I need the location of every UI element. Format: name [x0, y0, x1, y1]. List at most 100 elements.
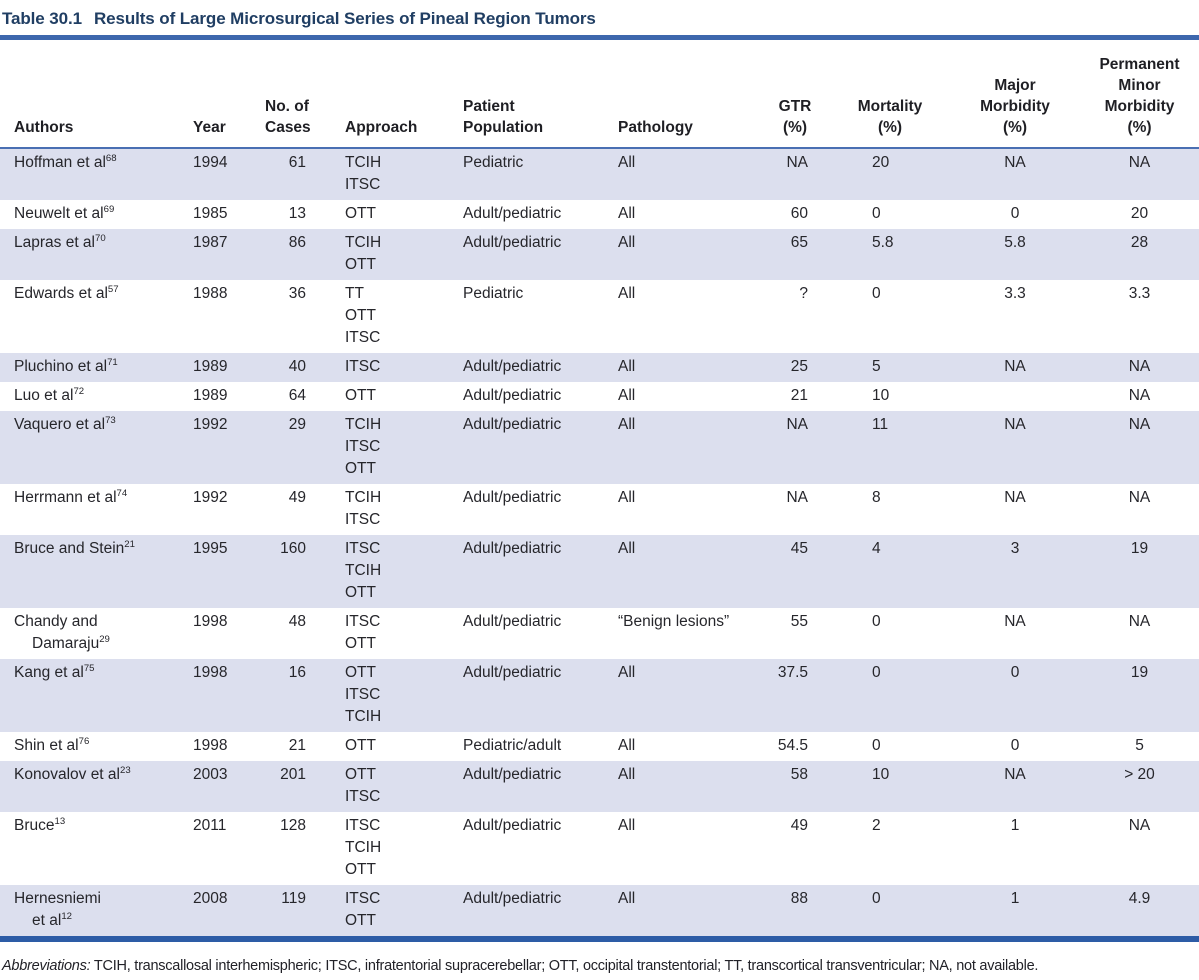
table-row: Vaquero et al73 1992 29 TCIH ITSC OTT Adult/pe… — [0, 411, 1199, 484]
cell-approach: ITSC OTT — [345, 890, 381, 929]
cell-perm-minor-morbidity: NA — [1128, 358, 1151, 375]
cell-cases: 13 — [288, 205, 306, 222]
cell-population: Adult/pediatric — [463, 358, 562, 375]
reference-superscript: 76 — [78, 735, 90, 747]
cell-pathology: All — [618, 234, 636, 251]
cell-mortality: 0 — [872, 664, 881, 681]
cell-pathology: All — [618, 664, 636, 681]
cell-pathology: All — [618, 766, 636, 783]
cell-gtr: 88 — [790, 890, 808, 907]
cell-major-morbidity: 1 — [1010, 817, 1020, 834]
reference-superscript: 12 — [61, 910, 72, 922]
column-header-major-morbidity: Major Morbidity (%) — [950, 40, 1080, 149]
cell-year: 1985 — [193, 205, 228, 222]
cell-population: Adult/pediatric — [463, 766, 562, 783]
cell-perm-minor-morbidity: NA — [1128, 154, 1151, 171]
cell-year: 1994 — [193, 154, 228, 171]
table-row: Bruce13 2011 128 ITSC TCIH OTT Adult/pediatric… — [0, 812, 1199, 885]
cell-authors: Konovalov et al23 — [14, 764, 131, 783]
cell-major-morbidity: 1 — [1010, 890, 1020, 907]
cell-pathology: All — [618, 285, 636, 302]
cell-perm-minor-morbidity: 5 — [1135, 737, 1144, 754]
table-row: Luo et al72 1989 64 OTT Adult/pediatric All 21… — [0, 382, 1199, 411]
cell-mortality: 5 — [872, 358, 881, 375]
cell-mortality: 8 — [872, 489, 881, 506]
cell-population: Adult/pediatric — [463, 416, 562, 433]
cell-population: Pediatric — [463, 285, 524, 302]
cell-major-morbidity: NA — [1004, 416, 1026, 433]
cell-cases: 61 — [288, 154, 306, 171]
cell-cases: 119 — [281, 890, 306, 907]
table-row: Pluchino et al71 1989 40 ITSC Adult/pediatri… — [0, 353, 1199, 382]
author-wrapped-line: et al — [32, 912, 62, 929]
cell-mortality: 0 — [872, 613, 881, 630]
reference-superscript: 57 — [107, 283, 119, 295]
cell-cases: 40 — [288, 358, 306, 375]
cell-perm-minor-morbidity: > 20 — [1124, 766, 1155, 783]
cell-major-morbidity — [950, 382, 1080, 411]
cell-year: 1998 — [193, 664, 228, 681]
author-wrapped-line: Damaraju — [32, 635, 100, 652]
column-header-pathology: Pathology — [610, 40, 760, 149]
abbreviations-label: Abbreviations: — [2, 958, 91, 974]
abbreviations-text: TCIH, transcallosal interhemispheric; IT… — [90, 958, 1039, 974]
cell-pathology: All — [618, 387, 636, 404]
cell-approach: TCIH ITSC — [345, 489, 382, 528]
table-row: Neuwelt et al69 1985 13 OTT Adult/pediatric A… — [0, 200, 1199, 229]
cell-year: 1995 — [193, 540, 228, 557]
cell-major-morbidity: NA — [1004, 766, 1026, 783]
column-header-mortality: Mortality (%) — [830, 40, 950, 149]
cell-year: 2003 — [193, 766, 228, 783]
cell-mortality: 0 — [872, 285, 881, 302]
column-header-approach: Approach — [318, 40, 456, 149]
reference-superscript: 68 — [105, 152, 117, 164]
cell-gtr: NA — [786, 489, 808, 506]
cell-year: 1989 — [193, 387, 228, 404]
cell-mortality: 5.8 — [872, 234, 894, 251]
cell-year: 2008 — [193, 890, 228, 907]
cell-authors: Herrmann et al74 — [14, 487, 128, 506]
table-body: Hoffman et al68 1994 61 TCIH ITSC Pediatric Al… — [0, 148, 1199, 936]
cell-cases: 49 — [288, 489, 306, 506]
cell-perm-minor-morbidity: 4.9 — [1128, 890, 1151, 907]
table-row: Hoffman et al68 1994 61 TCIH ITSC Pediatric Al… — [0, 148, 1199, 200]
cell-approach: OTT — [345, 205, 376, 222]
header-row: Authors Year No. of Cases Approach Patient Pop… — [0, 40, 1199, 149]
cell-authors: Bruce13 — [14, 815, 66, 834]
cell-major-morbidity: 3 — [1010, 540, 1020, 557]
cell-perm-minor-morbidity: NA — [1128, 489, 1151, 506]
cell-major-morbidity: 5.8 — [1004, 234, 1026, 251]
column-header-year: Year — [186, 40, 250, 149]
cell-authors: Vaquero et al73 — [14, 414, 116, 433]
cell-gtr: 54.5 — [777, 737, 808, 754]
cell-major-morbidity: 3.3 — [1004, 285, 1026, 302]
table-row: Chandy and Damaraju29 1998 48 ITSC OTT Adult/p… — [0, 608, 1199, 659]
table-row: Lapras et al70 1987 86 TCIH OTT Adult/pediatr… — [0, 229, 1199, 280]
reference-superscript: 75 — [83, 662, 95, 674]
cell-gtr: 45 — [790, 540, 808, 557]
cell-mortality: 10 — [872, 387, 890, 404]
cell-gtr: NA — [786, 154, 808, 171]
cell-population: Adult/pediatric — [463, 234, 562, 251]
cell-perm-minor-morbidity: NA — [1128, 613, 1151, 630]
cell-approach: ITSC — [345, 358, 381, 375]
cell-perm-minor-morbidity: 19 — [1130, 540, 1149, 557]
column-header-cases: No. of Cases — [250, 40, 318, 149]
cell-population: Adult/pediatric — [463, 489, 562, 506]
table-row: Shin et al76 1998 21 OTT Pediatric/adult All 5… — [0, 732, 1199, 761]
cell-perm-minor-morbidity: NA — [1128, 416, 1151, 433]
cell-approach: OTT ITSC TCIH — [345, 664, 382, 725]
cell-gtr: 37.5 — [777, 664, 808, 681]
table-row: Herrmann et al74 1992 49 TCIH ITSC Adult/pedi… — [0, 484, 1199, 535]
cell-cases: 64 — [288, 387, 306, 404]
cell-year: 1987 — [193, 234, 228, 251]
cell-gtr: 49 — [790, 817, 808, 834]
abbreviations-footnote: Abbreviations: TCIH, transcallosal inter… — [2, 953, 1193, 979]
cell-cases: 21 — [288, 737, 306, 754]
cell-major-morbidity: 0 — [1010, 737, 1020, 754]
cell-gtr: 25 — [790, 358, 808, 375]
cell-mortality: 11 — [872, 416, 889, 433]
table-title-text: Results of Large Microsurgical Series of… — [93, 9, 596, 28]
cell-mortality: 2 — [872, 817, 881, 834]
